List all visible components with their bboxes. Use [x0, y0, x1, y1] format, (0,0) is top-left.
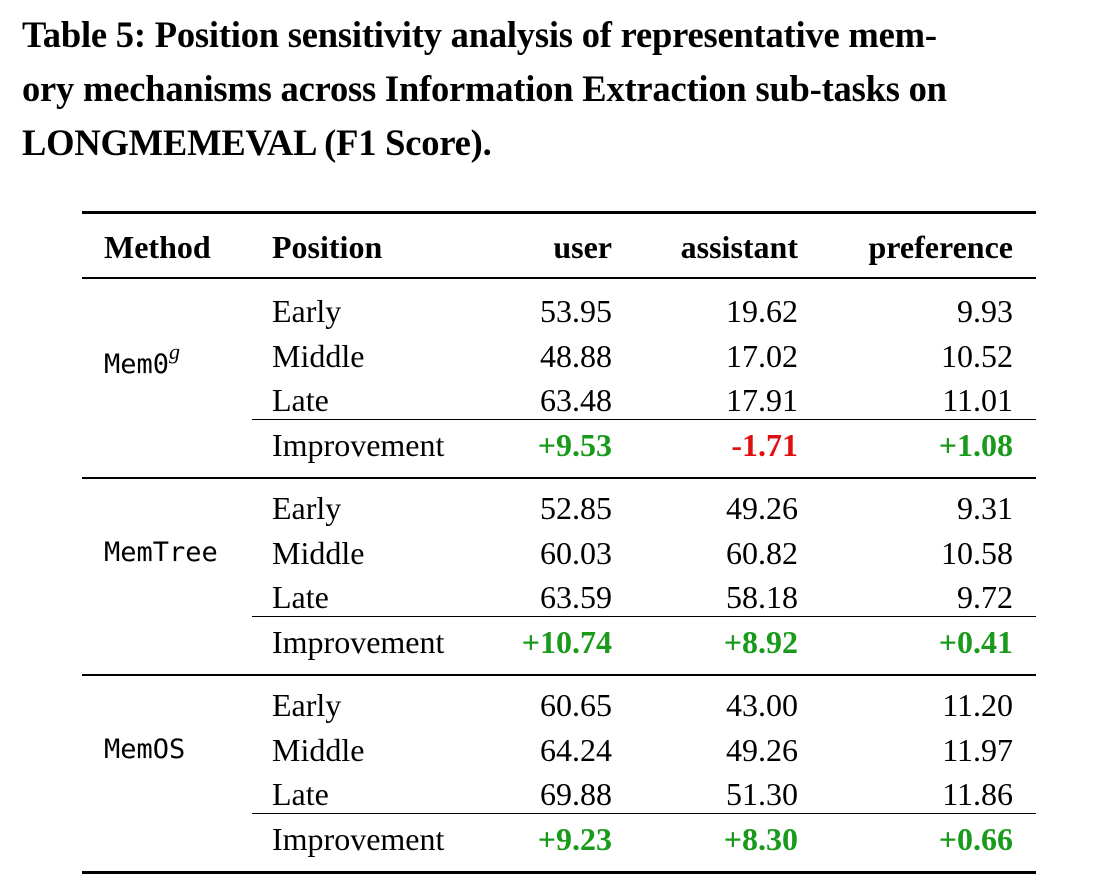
header-preference: preference	[868, 229, 1013, 265]
improvement-preference: +1.08	[938, 426, 1013, 463]
method-label: MemTree	[104, 536, 218, 568]
value-user: 63.48	[540, 382, 612, 418]
header-user: user	[553, 229, 612, 265]
position-label: Late	[272, 776, 329, 812]
value-user: 64.24	[540, 731, 612, 768]
group-rule	[82, 477, 1036, 479]
value-assistant: 58.18	[726, 579, 798, 615]
value-preference: 11.97	[942, 731, 1013, 768]
value-preference: 11.86	[942, 776, 1013, 812]
improvement-label: Improvement	[272, 426, 445, 463]
method-name: MemTree	[104, 533, 218, 573]
value-assistant: 51.30	[726, 776, 798, 812]
value-user: 52.85	[540, 490, 612, 526]
value-assistant: 17.02	[726, 337, 798, 374]
improvement-assistant: +8.30	[723, 820, 798, 857]
group-rule	[82, 674, 1036, 676]
caption-line-3: LONGMEMEVAL (F1 Score).	[22, 122, 492, 163]
method-name: MemOS	[104, 730, 185, 770]
value-user: 53.95	[540, 293, 612, 329]
value-preference: 9.31	[957, 490, 1013, 526]
improvement-assistant: +8.92	[723, 623, 798, 660]
caption-line-1: Table 5: Position sensitivity analysis o…	[22, 14, 937, 55]
value-assistant: 60.82	[726, 534, 798, 571]
improvement-rule	[252, 418, 1036, 420]
value-preference: 9.72	[957, 579, 1013, 615]
value-assistant: 19.62	[726, 293, 798, 329]
method-label: Mem0	[104, 348, 170, 380]
position-label: Early	[272, 687, 342, 723]
method-name: Mem0g	[104, 336, 180, 385]
position-label: Late	[272, 579, 329, 615]
value-assistant: 49.26	[726, 731, 798, 768]
position-label: Late	[272, 382, 329, 418]
value-preference: 10.52	[941, 337, 1013, 374]
value-user: 60.65	[540, 687, 612, 723]
header-position: Position	[272, 229, 383, 265]
position-label: Middle	[272, 731, 365, 768]
improvement-preference: +0.41	[938, 623, 1013, 660]
improvement-rule	[252, 615, 1036, 617]
improvement-user: +9.53	[537, 426, 612, 463]
improvement-preference: +0.66	[938, 820, 1013, 857]
header-assistant: assistant	[680, 229, 798, 265]
value-user: 63.59	[540, 579, 612, 615]
method-superscript: g	[169, 338, 181, 364]
value-user: 60.03	[540, 534, 612, 571]
value-assistant: 49.26	[726, 490, 798, 526]
value-preference: 11.20	[942, 687, 1013, 723]
position-label: Middle	[272, 337, 365, 374]
value-preference: 11.01	[942, 382, 1013, 418]
value-user: 69.88	[540, 776, 612, 812]
position-label: Middle	[272, 534, 365, 571]
value-preference: 10.58	[941, 534, 1013, 571]
improvement-label: Improvement	[272, 820, 445, 857]
value-user: 48.88	[540, 337, 612, 374]
value-assistant: 17.91	[726, 382, 798, 418]
improvement-user: +10.74	[521, 623, 612, 660]
value-preference: 9.93	[957, 293, 1013, 329]
position-label: Early	[272, 293, 342, 329]
improvement-user: +9.23	[537, 820, 612, 857]
improvement-label: Improvement	[272, 623, 445, 660]
improvement-rule	[252, 812, 1036, 814]
method-label: MemOS	[104, 733, 186, 765]
position-label: Early	[272, 490, 342, 526]
bottom-rule	[82, 871, 1036, 874]
header-rule	[82, 277, 1036, 279]
caption-line-2: ory mechanisms across Information Extrac…	[22, 68, 947, 109]
top-rule	[82, 211, 1036, 214]
table-caption: Table 5: Position sensitivity analysis o…	[22, 8, 1102, 170]
header-method: Method	[104, 229, 211, 265]
value-assistant: 43.00	[726, 687, 798, 723]
improvement-assistant: -1.71	[731, 426, 798, 463]
